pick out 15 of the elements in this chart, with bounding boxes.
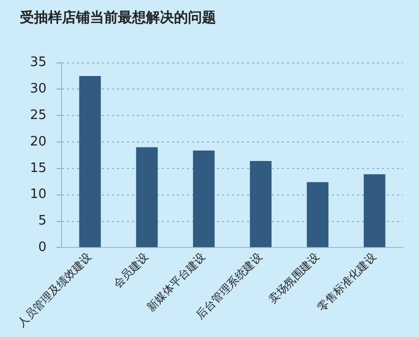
x-tick-label: 会员建设 (110, 250, 152, 291)
bar (136, 147, 158, 248)
y-tick-label: 25 (30, 108, 47, 123)
y-tick-label: 35 (30, 55, 47, 70)
chart-title: 受抽样店铺当前最想解决的问题 (19, 9, 216, 26)
y-tick-label: 10 (30, 187, 47, 202)
bar (306, 182, 328, 248)
bar (250, 161, 272, 248)
y-tick-label: 15 (30, 160, 47, 176)
bar (364, 174, 386, 248)
y-tick-label: 5 (38, 214, 47, 229)
bar (79, 76, 101, 248)
y-tick-label: 30 (30, 82, 47, 97)
bar (193, 150, 215, 248)
y-tick-label: 20 (30, 134, 47, 150)
